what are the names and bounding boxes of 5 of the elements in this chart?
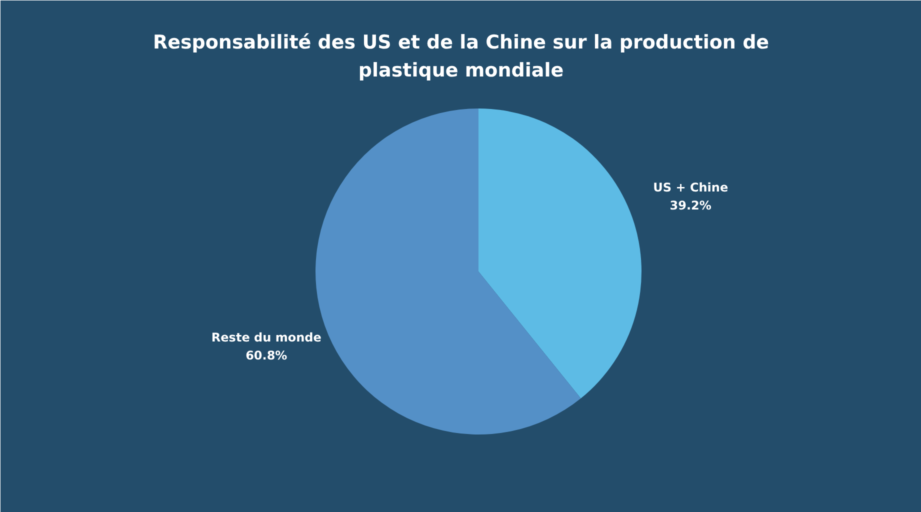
data-label: 39.2% — [670, 198, 712, 213]
data-label: 60.8% — [246, 348, 288, 362]
chart-title: Responsabilité des US et de la Chine sur la production de plastique mondiale — [152, 32, 770, 82]
slice-label: US + Chine — [653, 180, 728, 195]
slice-label: Reste du monde — [211, 330, 322, 344]
